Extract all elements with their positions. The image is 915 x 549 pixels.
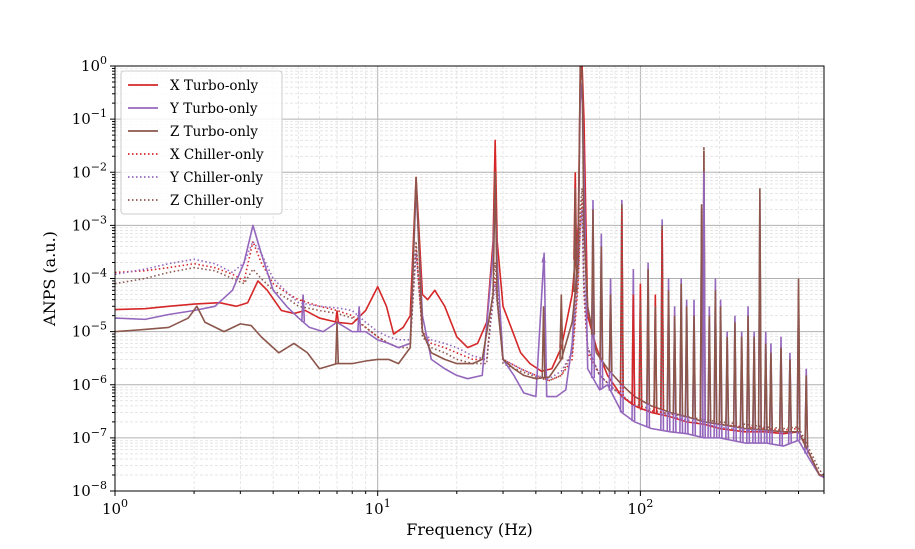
resonance-spike: [725, 336, 730, 426]
resonance-spike: [541, 257, 546, 263]
resonance-spike: [300, 294, 306, 322]
resonance-spike: [638, 299, 643, 406]
resonance-spike: [707, 315, 712, 423]
x-tick-label: 102: [627, 497, 653, 518]
resonance-spike: [590, 209, 596, 335]
y-tick-label: 10−2: [72, 160, 107, 181]
y-tick-label: 10−5: [72, 320, 107, 341]
legend-box: [120, 70, 283, 215]
axis-ticks: 100 101 102 100 10−1 10−2 10−3 10−4 10−5 10−6 10−7…: [72, 54, 825, 518]
legend: X Turbo-only Y Turbo-only Z Turbo-only X Ch…: [120, 70, 283, 215]
resonance-spike: [653, 306, 658, 408]
resonance-spike: [739, 336, 744, 428]
resonance-spike: [357, 306, 362, 332]
resonance-spike: [599, 246, 604, 360]
resonance-spike: [796, 290, 801, 428]
resonance-spike: [619, 209, 624, 396]
resonance-spike: [745, 315, 751, 429]
legend-label: Z Chiller-only: [170, 193, 264, 209]
resonance-spike: [768, 352, 774, 431]
resonance-spike: [672, 315, 677, 414]
x-tick-label: 101: [365, 497, 391, 518]
resonance-spike: [666, 290, 671, 412]
y-axis-title: ANPS (a.u.): [40, 231, 59, 327]
resonance-spike: [559, 294, 564, 360]
y-tick-label: 100: [81, 54, 107, 75]
resonance-spike: [334, 322, 340, 364]
resonance-spike: [301, 298, 305, 302]
legend-label: Y Turbo-only: [169, 101, 258, 117]
legend-label: Z Turbo-only: [170, 124, 258, 140]
legend-label: Y Chiller-only: [169, 170, 263, 186]
y-tick-label: 10−7: [72, 426, 107, 447]
resonance-spike: [573, 188, 578, 293]
resonance-spike: [732, 322, 738, 427]
series-line-x-chiller-only: [115, 199, 824, 476]
resonance-spike: [718, 306, 723, 425]
resonance-spike: [684, 306, 689, 417]
resonance-spike: [679, 283, 684, 416]
resonance-spike: [334, 310, 340, 323]
y-tick-label: 10−6: [72, 373, 107, 394]
y-tick-label: 10−1: [72, 107, 107, 128]
resonance-spike: [691, 315, 697, 419]
y-tick-label: 10−3: [72, 213, 107, 234]
y-tick-label: 10−4: [72, 267, 107, 288]
series-line-z-chiller-only: [115, 187, 824, 476]
resonance-spike: [713, 290, 718, 424]
legend-label: X Turbo-only: [170, 78, 259, 94]
x-tick-label: 100: [102, 497, 128, 518]
resonance-spike: [804, 375, 809, 448]
resonance-spike: [646, 269, 651, 405]
resonance-spike: [608, 294, 613, 373]
resonance-spike: [660, 230, 665, 413]
resonance-spike: [541, 306, 546, 378]
resonance-spike: [778, 347, 784, 432]
series-line-y-chiller-only: [115, 208, 824, 476]
y-tick-label: 10−8: [72, 479, 107, 500]
resonance-spike: [701, 172, 706, 438]
resonance-spike: [763, 343, 768, 431]
resonance-spike: [757, 188, 762, 430]
resonance-spike: [752, 336, 757, 430]
x-axis-title: Frequency (Hz): [406, 520, 533, 539]
resonance-spike: [787, 359, 793, 432]
plot-lines: [115, 66, 824, 479]
legend-label: X Chiller-only: [170, 147, 264, 163]
resonance-spike: [631, 294, 636, 406]
